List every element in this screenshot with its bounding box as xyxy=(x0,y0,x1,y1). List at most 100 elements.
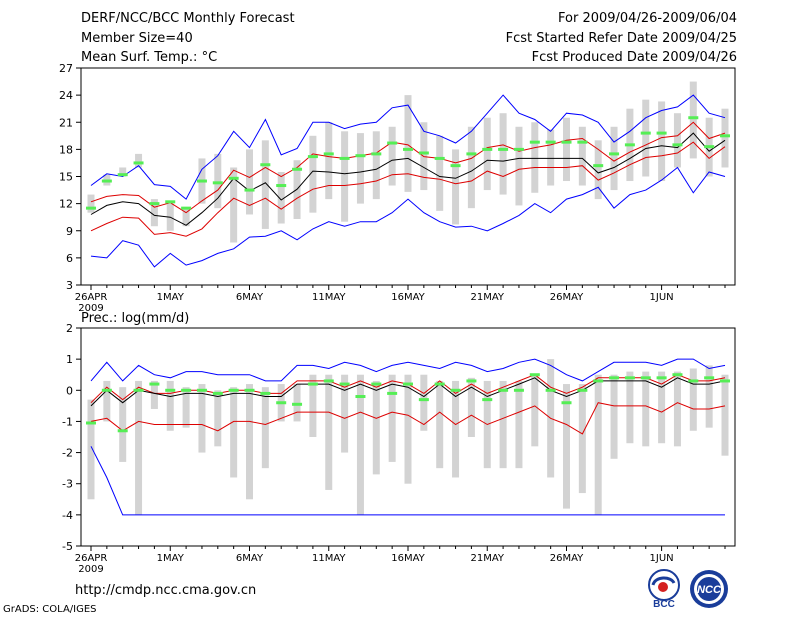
spread-box xyxy=(578,126,586,186)
y-tick-label: -2 xyxy=(62,447,73,460)
x-tick-label: 26APR xyxy=(75,553,108,564)
climate-marker xyxy=(149,202,160,206)
climate-marker xyxy=(339,156,350,160)
spread-box xyxy=(372,131,380,200)
series-max-upper-line xyxy=(90,358,726,382)
climate-marker xyxy=(133,388,144,392)
x-tick-label: 26MAY xyxy=(550,553,584,564)
spread-box xyxy=(420,374,428,431)
spread-box xyxy=(452,380,460,478)
series-spread-upper-line xyxy=(90,121,726,214)
climate-marker xyxy=(117,173,128,177)
climate-marker xyxy=(149,382,160,386)
climate-marker xyxy=(624,376,635,380)
series-max-line xyxy=(90,166,726,268)
spread-box xyxy=(610,374,618,459)
climate-marker xyxy=(260,391,271,395)
spread-box xyxy=(356,374,364,515)
climate-marker xyxy=(672,143,683,147)
spread-box xyxy=(673,113,681,168)
climate-marker xyxy=(561,140,572,144)
y-tick-label: 1 xyxy=(66,353,73,366)
spread-box xyxy=(499,113,507,195)
climate-marker xyxy=(577,140,588,144)
climate-marker xyxy=(577,388,588,392)
spread-box xyxy=(658,101,666,182)
spread-box xyxy=(689,81,697,159)
series-max-upper-line xyxy=(90,94,726,200)
spread-box xyxy=(642,99,650,177)
series-spread-lower-line xyxy=(90,141,726,237)
spread-box xyxy=(483,117,491,191)
spread-box xyxy=(499,380,507,469)
x-tick-label: 11MAY xyxy=(312,292,346,303)
series-mean-line xyxy=(90,377,726,407)
x-tick-label: 21MAY xyxy=(470,292,504,303)
spread-box xyxy=(658,371,666,444)
produced-date: Fcst Produced Date 2009/04/26 xyxy=(531,50,737,65)
x-tick-label: 6MAY xyxy=(236,553,264,564)
climate-marker xyxy=(165,200,176,204)
climate-marker xyxy=(133,161,144,165)
climate-marker xyxy=(181,388,192,392)
climate-marker xyxy=(355,395,366,399)
spread-box xyxy=(277,171,285,224)
climate-marker xyxy=(609,152,620,156)
bcc-logo: BCC xyxy=(648,569,680,608)
climate-marker xyxy=(529,140,540,144)
y-tick-label: 9 xyxy=(66,225,73,238)
forecast-period: For 2009/04/26-2009/06/04 xyxy=(558,11,737,26)
spread-box xyxy=(309,374,317,437)
climate-marker xyxy=(244,188,255,192)
x-tick-label: 1MAY xyxy=(157,292,185,303)
climate-marker xyxy=(704,376,715,380)
spread-box xyxy=(388,126,396,186)
climate-marker xyxy=(656,131,667,135)
climate-marker xyxy=(181,206,192,210)
x-tick-label: 16MAY xyxy=(391,292,425,303)
climate-marker xyxy=(609,376,620,380)
climate-marker xyxy=(371,382,382,386)
spread-box xyxy=(531,122,539,193)
y-tick-label: 2 xyxy=(66,322,73,335)
x-year-label: 2009 xyxy=(78,564,103,575)
spread-box xyxy=(135,153,143,168)
y-tick-label: 18 xyxy=(59,143,73,156)
climate-marker xyxy=(355,154,366,158)
climate-marker xyxy=(260,163,271,167)
climate-marker xyxy=(656,376,667,380)
grads-credit: GrADS: COLA/IGES xyxy=(3,604,97,615)
climate-marker xyxy=(466,152,477,156)
x-tick-label: 1MAY xyxy=(157,553,185,564)
spread-box xyxy=(515,126,523,206)
climate-marker xyxy=(101,179,112,183)
spread-box xyxy=(87,194,95,213)
spread-box xyxy=(563,384,570,509)
climate-marker xyxy=(86,421,96,425)
climate-marker xyxy=(450,388,461,392)
climate-marker xyxy=(593,164,604,168)
spread-box xyxy=(214,153,222,209)
spread-box xyxy=(341,131,349,222)
x-tick-label: 26MAY xyxy=(550,292,584,303)
spread-box xyxy=(452,149,460,225)
spread-box xyxy=(309,135,317,213)
climate-marker xyxy=(624,143,635,147)
spread-box xyxy=(436,135,444,211)
x-tick-label: 16MAY xyxy=(391,553,425,564)
spread-box xyxy=(436,380,444,469)
spread-box xyxy=(230,387,238,478)
climate-marker xyxy=(117,429,128,433)
spread-box xyxy=(594,374,602,515)
y-tick-label: 21 xyxy=(59,116,73,129)
climate-marker xyxy=(339,382,350,386)
spread-box xyxy=(150,380,158,409)
climate-marker xyxy=(640,131,651,135)
ncc-logo-text: NCC xyxy=(697,584,722,596)
climate-marker xyxy=(482,398,493,402)
climate-marker xyxy=(228,388,239,392)
climate-marker xyxy=(561,401,572,405)
x-tick-label: 1JUN xyxy=(650,553,674,564)
climate-marker xyxy=(688,379,699,383)
spread-box xyxy=(246,149,253,215)
